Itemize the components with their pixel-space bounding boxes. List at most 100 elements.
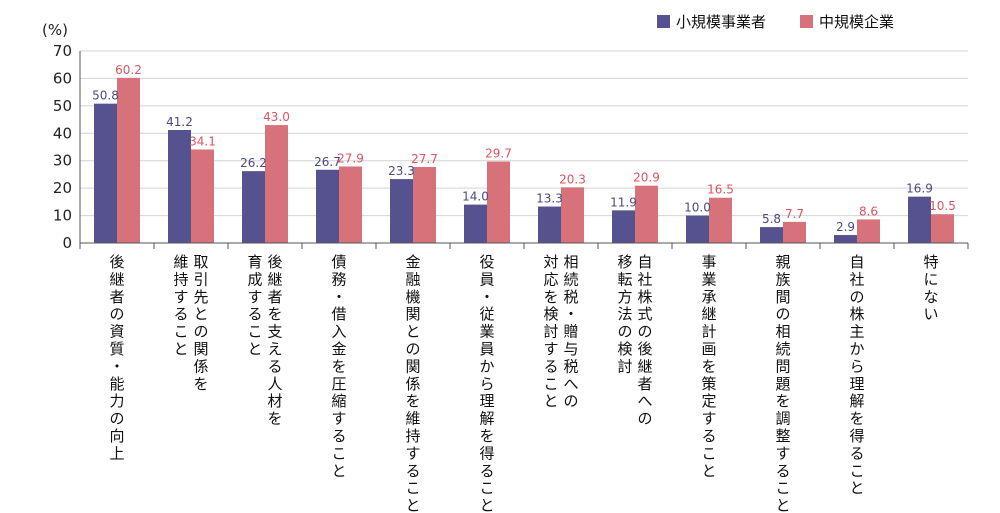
category-label-char: と [775,497,790,513]
value-label: 10.5 [929,199,956,213]
category-label-char: と [405,497,420,513]
y-tick-label: 20 [53,179,72,197]
category-label-char: 材 [267,392,282,410]
category-label-char: 者 [109,288,124,306]
category-label-char: ・ [479,288,494,306]
bar-medium-enterprise [413,167,436,243]
category-label-char: 金 [405,253,420,271]
category-label-char: る [849,444,864,462]
bar-small-business [686,215,709,243]
category-label-char: を [479,427,494,445]
category-label-char: い [923,305,938,323]
category-label-char: と [193,305,208,323]
bar-medium-enterprise [709,197,732,243]
value-label: 13.3 [536,192,563,206]
category-label-char: す [331,410,346,428]
category-label-char: る [543,357,558,375]
category-labels: 後継者の資質・能力の向上取引先との関係を維持すること後継者を支える人材を育成する… [109,253,938,513]
y-tick-label: 30 [53,152,72,170]
category-label-char: 転 [617,270,632,288]
category-label-char: 親 [775,253,790,271]
category-label-char: 縮 [331,392,346,410]
category-label-char: 承 [701,288,716,306]
category-label-char: ら [849,357,864,375]
category-label-char: る [331,427,346,445]
bar-small-business [834,235,857,243]
legend-swatch-small-business [657,15,670,28]
category-label-char: に [923,270,938,288]
category-label-char: 解 [849,392,864,410]
bars [94,77,954,243]
category-label-char: へ [563,375,578,393]
y-tick-label: 70 [53,42,72,60]
category-label-char: こ [775,479,790,497]
category-label-char: か [849,340,864,358]
value-label: 26.7 [314,155,341,169]
category-label-char: 融 [405,270,420,288]
category-label-char: 主 [849,323,864,341]
category-label-char: ・ [563,305,578,323]
category-label-char: 業 [701,270,716,288]
category-label-char: を [775,392,790,410]
bar-medium-enterprise [635,185,658,243]
category-label-char: ら [479,375,494,393]
category-label-char: 持 [173,270,188,288]
category-label-char: と [173,340,188,358]
category-label-char: こ [479,479,494,497]
value-label: 11.9 [610,195,637,209]
category-label-char: 員 [479,270,494,288]
category-label-char: と [701,462,716,480]
category-label-char: る [479,462,494,480]
category-label-char: 税 [563,357,578,375]
category-label-char: 務 [331,270,346,288]
y-tick-label: 40 [53,124,72,142]
category-label-char: 討 [543,323,558,341]
category-label-char: 係 [405,375,420,393]
bar-small-business [242,171,265,243]
category-label-char: 関 [405,357,420,375]
category-label-char: 従 [479,305,494,323]
category-label-char: 応 [543,270,558,288]
category-label-char: す [543,340,558,358]
category-label-char: 自 [849,253,864,271]
category-label-char: と [247,340,262,358]
bar-medium-enterprise [265,125,288,243]
category-label-char: す [173,288,188,306]
value-label: 29.7 [485,147,512,161]
category-label-char: を [849,410,864,428]
category-label-char: 税 [563,288,578,306]
value-label: 8.6 [859,204,878,218]
category-label-char: 移 [617,253,632,271]
category-label-char: 続 [563,270,578,288]
category-label-char: 問 [775,357,790,375]
category-label-char: 人 [267,375,282,393]
bar-small-business [538,206,561,243]
category-label-char: 株 [849,305,864,323]
category-label-char: 借 [331,305,346,323]
category-label-char: す [247,288,262,306]
category-label-char: る [173,305,188,323]
category-label-char: の [849,288,864,306]
category-label-char: の [617,323,632,341]
category-label-char: か [479,357,494,375]
value-label: 23.3 [388,164,415,178]
category-label-char: を [405,392,420,410]
category-label-char: る [247,305,262,323]
category-label-char: 関 [193,340,208,358]
legend: 小規模事業者 中規模企業 [657,13,894,31]
category-label-char: 自 [637,253,652,271]
bar-medium-enterprise [561,187,584,243]
y-tick-label: 60 [53,69,72,87]
category-label-char: 調 [775,410,790,428]
category-label-char: 者 [637,375,652,393]
category-label-char: 継 [701,305,716,323]
y-tick-label: 50 [53,97,72,115]
value-label: 50.8 [92,89,119,103]
category-label-char: 相 [775,323,790,341]
value-label: 34.1 [189,134,216,148]
category-label-char: 後 [109,253,124,271]
category-label-char: 資 [109,323,124,341]
value-label: 27.9 [337,151,364,165]
category-label-char: 式 [637,305,652,323]
value-label: 60.2 [115,63,142,77]
